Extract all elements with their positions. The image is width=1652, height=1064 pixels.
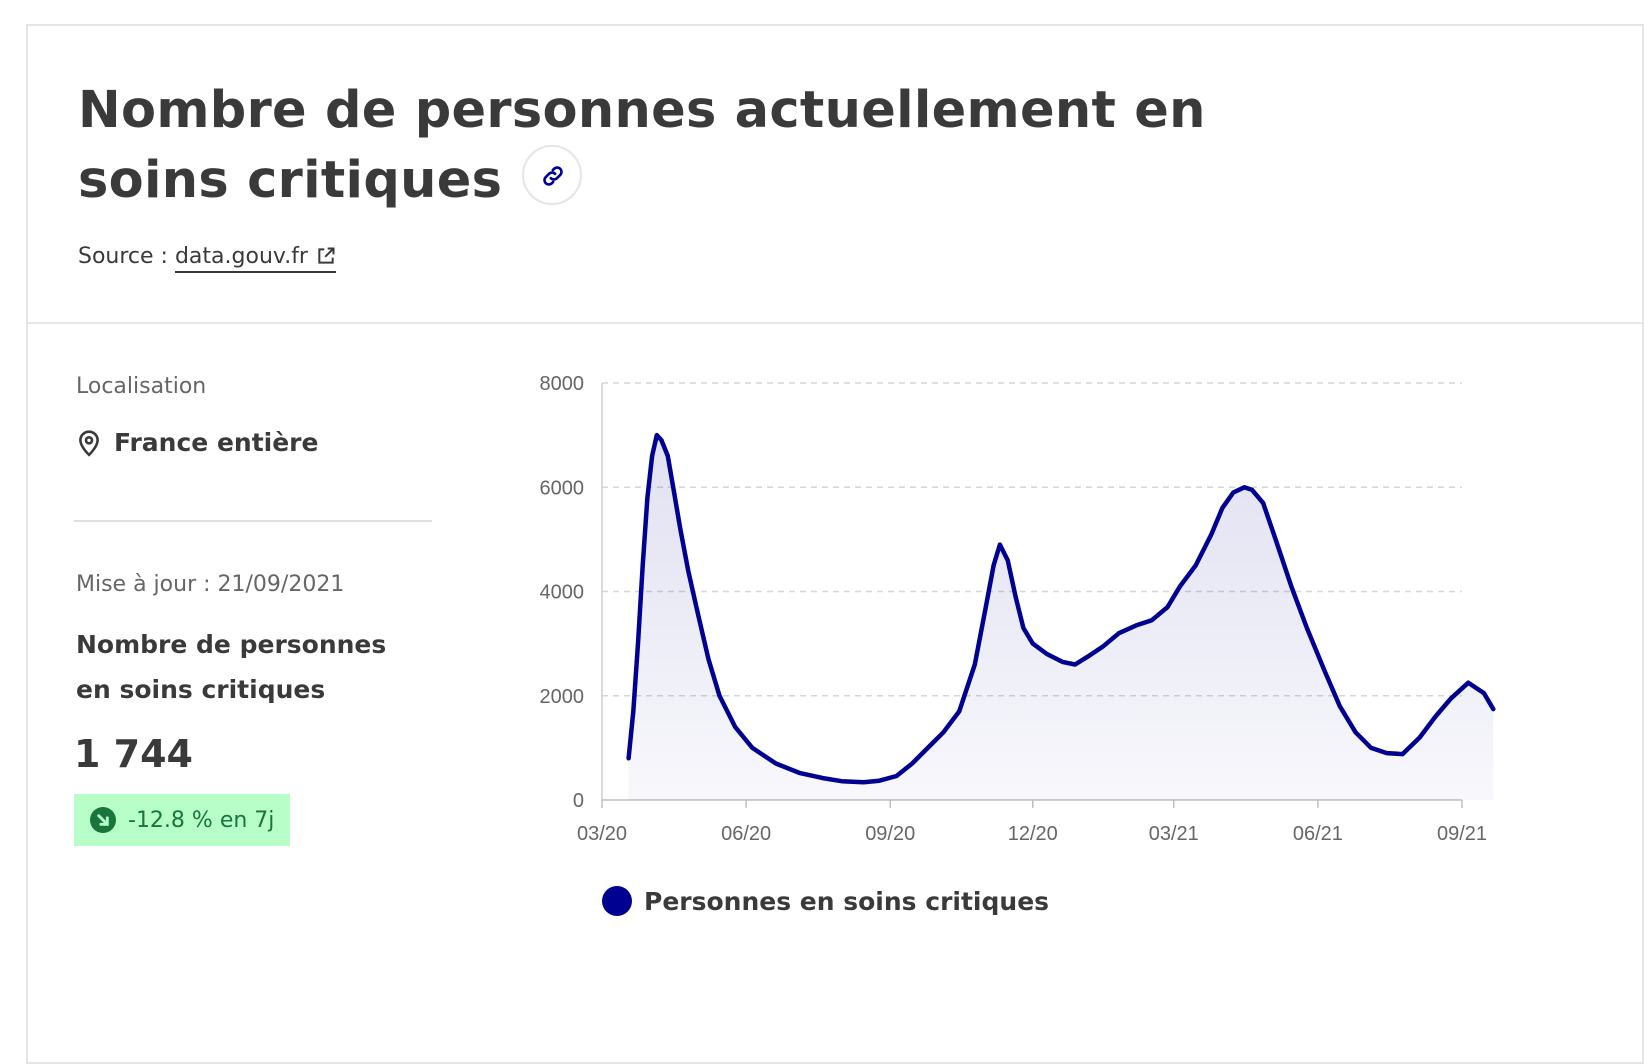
location-label: Localisation bbox=[76, 374, 207, 399]
sidebar-divider bbox=[74, 520, 432, 522]
series-line bbox=[626, 432, 1496, 785]
series-area bbox=[628, 435, 1494, 800]
x-tick-label: 09/20 bbox=[865, 823, 915, 845]
line-chart: 0 2000 4000 6000 8000 03/20 06/20 09/20 12/20 03/… bbox=[540, 373, 1496, 845]
metric-value: 1 744 bbox=[74, 732, 193, 776]
page-title: Nombre de personnes actuellement en soin… bbox=[78, 76, 1328, 216]
map-pin-icon bbox=[79, 429, 99, 457]
update-date: Mise à jour : 21/09/2021 bbox=[76, 572, 345, 597]
x-tick-label: 12/20 bbox=[1008, 823, 1058, 845]
external-link-icon bbox=[318, 247, 335, 264]
y-tick-label: 0 bbox=[573, 790, 584, 812]
trend-text: -12.8 % en 7j bbox=[128, 807, 275, 833]
y-tick-label: 4000 bbox=[540, 582, 585, 604]
x-tick-label: 06/21 bbox=[1293, 823, 1343, 845]
legend-swatch bbox=[602, 886, 632, 916]
trend-badge: -12.8 % en 7j bbox=[74, 794, 291, 846]
link-icon bbox=[543, 166, 564, 186]
y-tick-label: 2000 bbox=[540, 686, 585, 708]
metric-label: Nombre de personnes en soins critiques bbox=[76, 630, 387, 704]
title-text: Nombre de personnes actuellement en soin… bbox=[78, 81, 1206, 210]
y-tick-label: 6000 bbox=[540, 477, 585, 499]
x-tick-label: 06/20 bbox=[721, 823, 771, 845]
x-tick-label: 09/21 bbox=[1437, 823, 1487, 845]
legend-label: Personnes en soins critiques bbox=[644, 886, 1050, 916]
copy-link-button[interactable] bbox=[522, 145, 583, 205]
x-tick-label: 03/21 bbox=[1149, 823, 1199, 845]
location-value: France entière bbox=[114, 428, 319, 457]
x-tick-label: 03/20 bbox=[577, 823, 627, 845]
y-tick-label: 8000 bbox=[540, 373, 585, 395]
source-link-text: data.gouv.fr bbox=[174, 244, 308, 269]
card-header: Nombre de personnes actuellement en soin… bbox=[28, 26, 1642, 324]
arrow-down-right-icon bbox=[90, 807, 116, 833]
location-selector[interactable]: France entière bbox=[76, 428, 318, 457]
chart-legend: Personnes en soins critiques bbox=[602, 886, 1049, 916]
source-link[interactable]: data.gouv.fr bbox=[174, 244, 336, 273]
chart-card: Nombre de personnes actuellement en soin… bbox=[26, 24, 1644, 1064]
source-label: Source : bbox=[78, 244, 168, 269]
source-line: Source : data.gouv.fr bbox=[78, 244, 336, 273]
